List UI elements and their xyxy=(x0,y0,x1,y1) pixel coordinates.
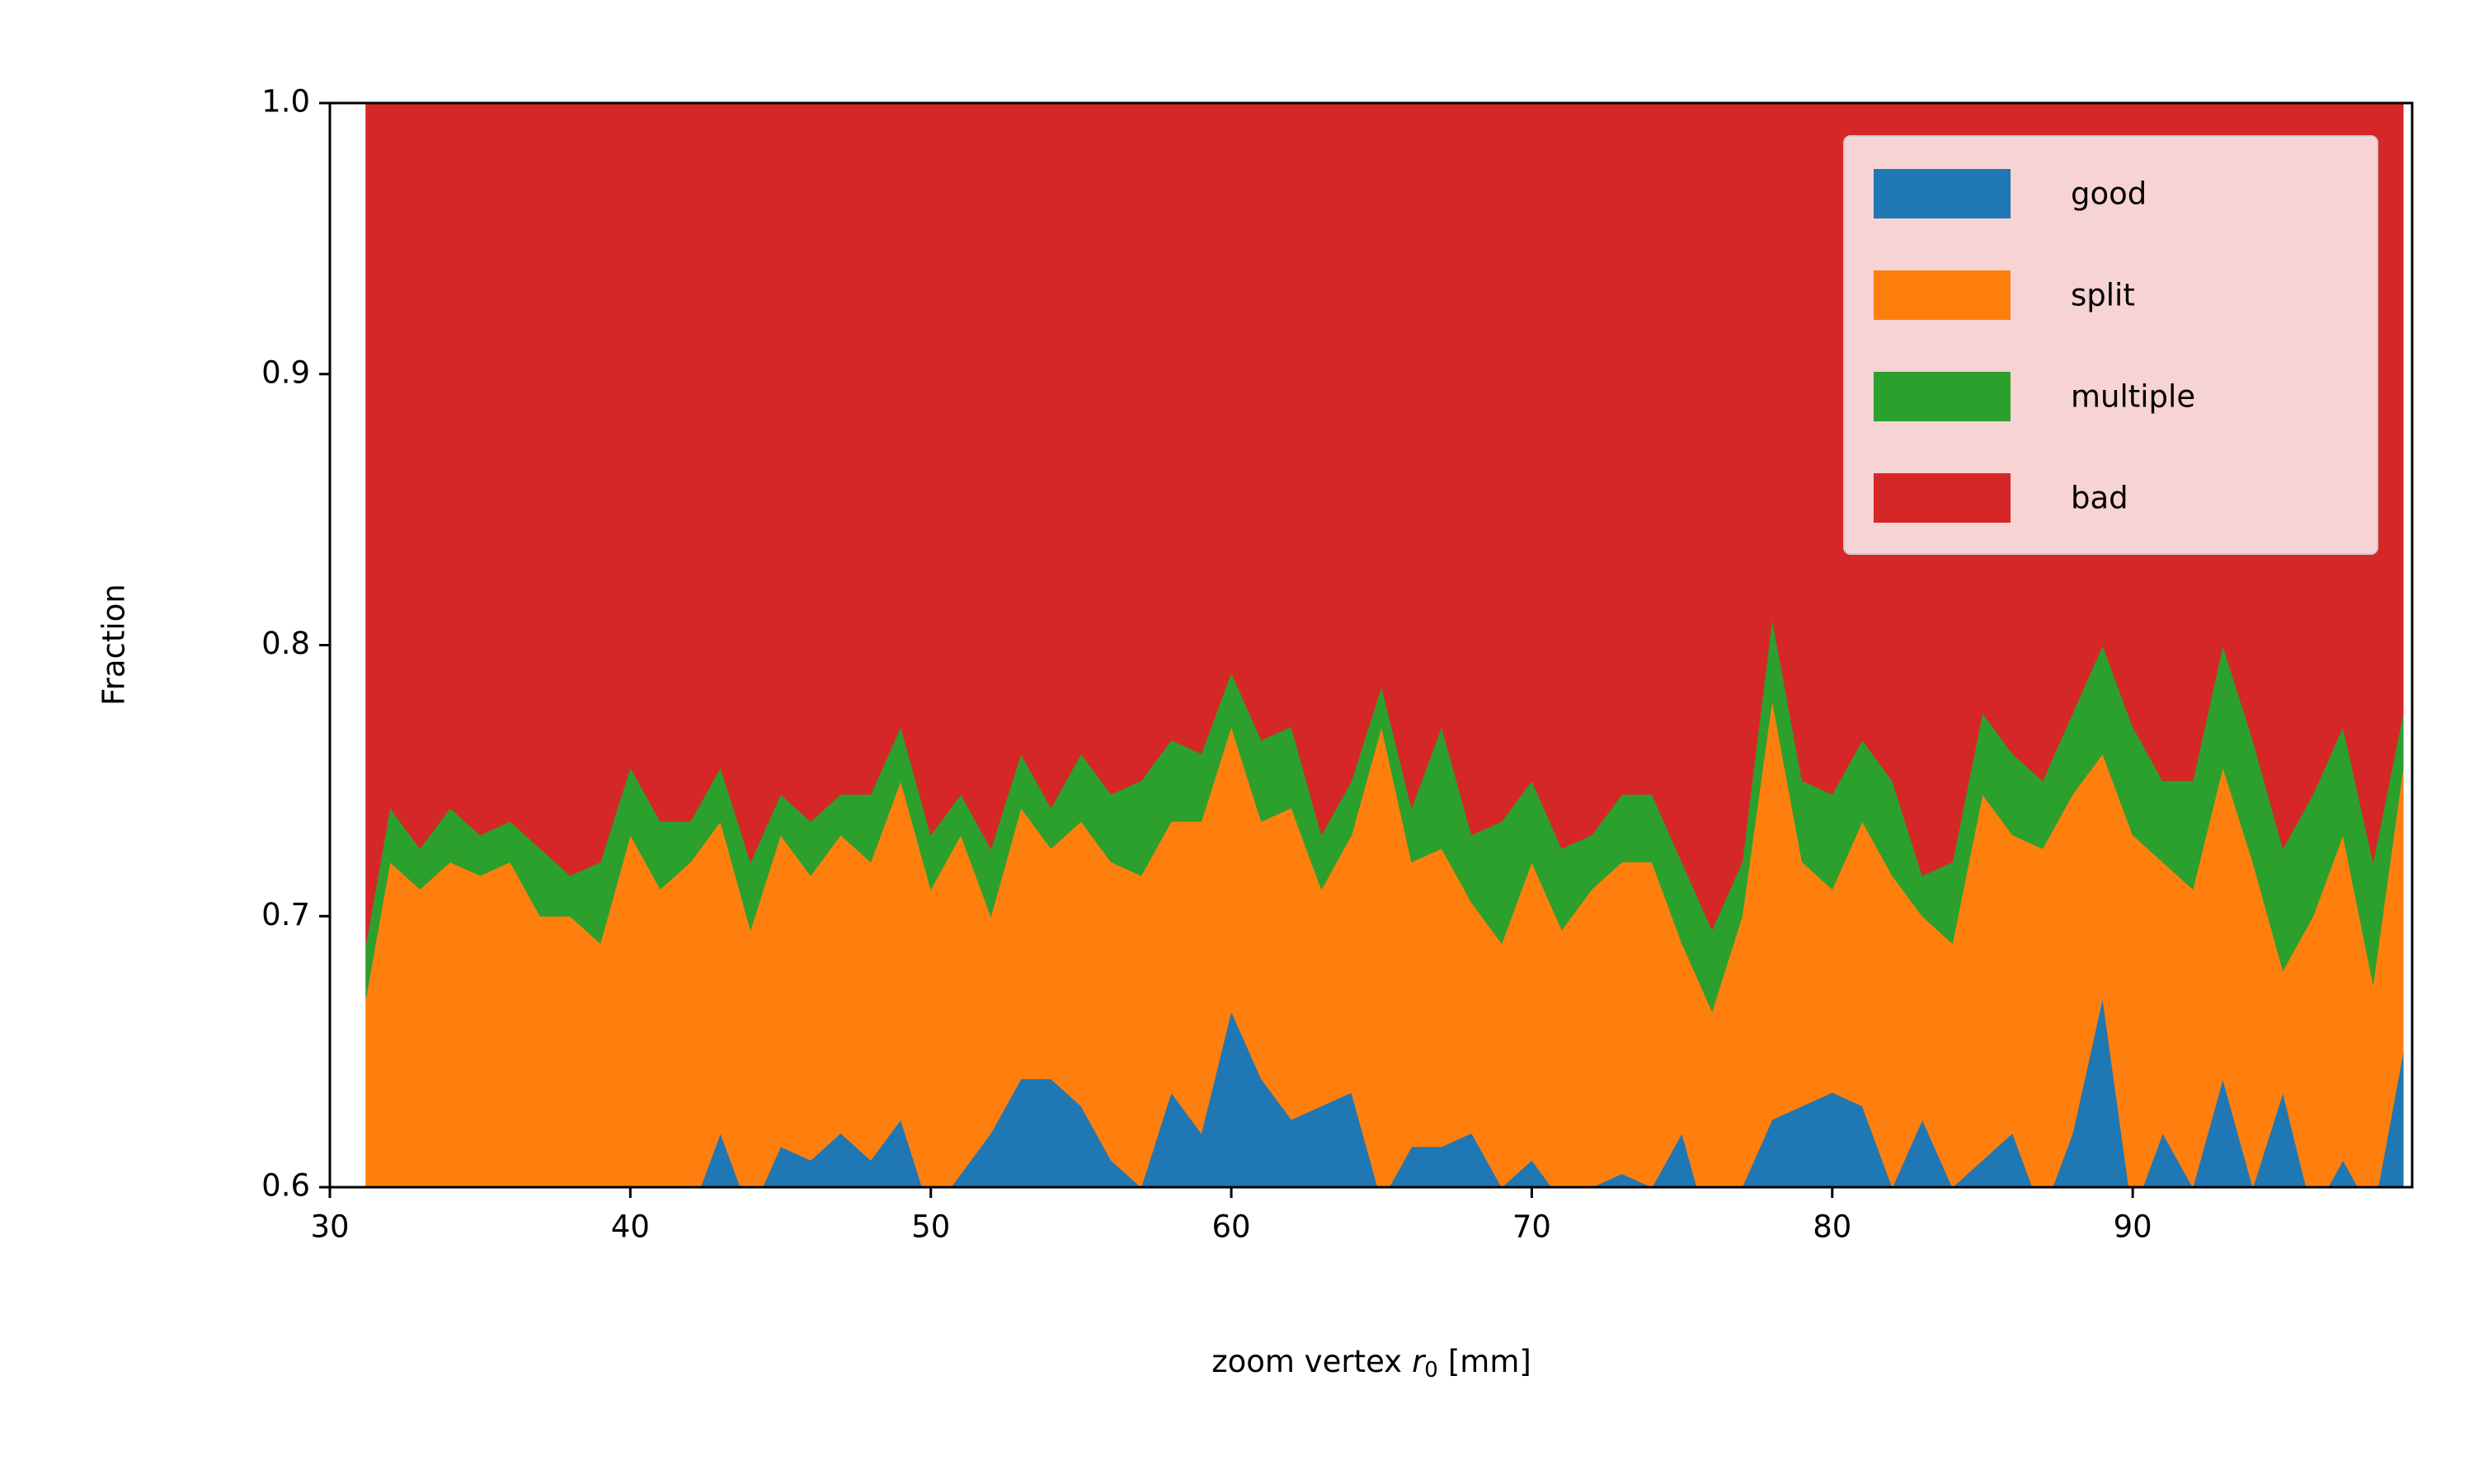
x-tick-label: 90 xyxy=(2114,1209,2152,1245)
y-tick-label: 0.7 xyxy=(261,897,310,932)
x-tick-label: 70 xyxy=(1512,1209,1551,1245)
legend-label: bad xyxy=(2071,481,2128,516)
x-label-sub: 0 xyxy=(1424,1358,1438,1383)
x-tick-label: 80 xyxy=(1813,1209,1851,1245)
legend-label: multiple xyxy=(2071,379,2195,415)
x-tick-label: 30 xyxy=(310,1209,349,1245)
legend-swatch xyxy=(1874,473,2011,523)
x-label-unit: [mm] xyxy=(1448,1344,1531,1379)
legend-label: good xyxy=(2071,176,2147,212)
legend-label: split xyxy=(2071,278,2135,313)
x-tick-label: 40 xyxy=(611,1209,650,1245)
x-label-var: r xyxy=(1412,1344,1427,1379)
legend-swatch xyxy=(1874,169,2011,218)
y-tick-label: 0.8 xyxy=(261,626,310,661)
x-label-text: zoom vertex xyxy=(1211,1344,1402,1379)
x-tick-label: 60 xyxy=(1212,1209,1251,1245)
legend-box xyxy=(1843,135,2378,555)
y-axis-label: Fraction xyxy=(96,584,132,706)
y-tick-label: 0.9 xyxy=(261,355,310,390)
y-tick-label: 0.6 xyxy=(261,1168,310,1204)
x-axis-label: zoom vertex r0 [mm] xyxy=(1211,1344,1531,1383)
x-tick-label: 50 xyxy=(911,1209,950,1245)
y-tick-label: 1.0 xyxy=(261,84,310,120)
legend: good split multiple bad xyxy=(1843,135,2378,555)
legend-swatch xyxy=(1874,372,2011,421)
legend-swatch xyxy=(1874,270,2011,320)
